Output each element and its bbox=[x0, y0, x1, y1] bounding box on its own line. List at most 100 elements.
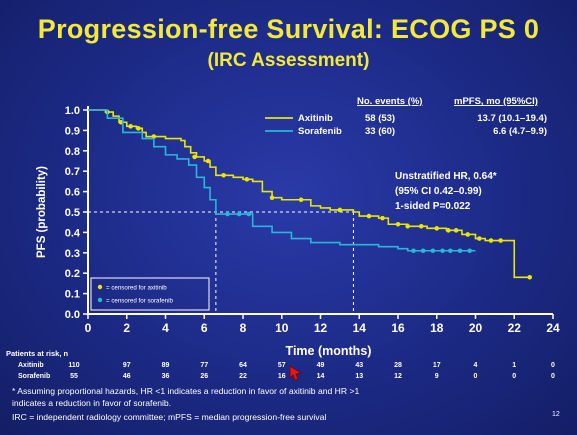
y-tick-label: 0.0 bbox=[65, 309, 80, 321]
at-risk-count: 57 bbox=[277, 362, 286, 369]
x-tick-label: 24 bbox=[546, 321, 560, 335]
at-risk-label: Axitinib bbox=[18, 362, 44, 369]
legend-mpfs-sorafenib: 6.6 (4.7–9.9) bbox=[493, 126, 547, 137]
censor-mark-axitinib bbox=[136, 126, 141, 131]
censor-mark-axitinib bbox=[453, 228, 459, 233]
censor-mark-axitinib bbox=[244, 177, 250, 182]
at-risk-count: 14 bbox=[316, 373, 325, 380]
at-risk-count: 55 bbox=[70, 373, 78, 380]
censor-mark-axitinib bbox=[527, 274, 533, 280]
at-risk-count: 89 bbox=[161, 362, 170, 369]
at-risk-row-axitinib: Axitinib 110 97 89 77 64 57 49 43 28 17 4 1 0 bbox=[0, 362, 577, 372]
hr-annotation-line: Unstratified HR, 0.64* bbox=[395, 171, 497, 182]
legend-events-sorafenib: 33 (60) bbox=[365, 126, 395, 137]
at-risk-count: 13 bbox=[355, 373, 364, 380]
censor-legend-axitinib-text: = censored for axitinib bbox=[106, 285, 167, 292]
y-tick-label: 1.0 bbox=[65, 105, 80, 117]
x-axis-title: Time (months) bbox=[286, 344, 372, 358]
x-tick-label: 4 bbox=[162, 321, 169, 335]
censor-mark-axitinib bbox=[380, 215, 385, 221]
censor-mark-axitinib bbox=[446, 228, 451, 233]
x-tick-label: 16 bbox=[391, 321, 405, 335]
legend-name-axitinib: Axitinib bbox=[298, 113, 333, 124]
censor-mark-sorafenib bbox=[430, 248, 436, 254]
censor-mark-axitinib bbox=[498, 238, 503, 243]
hr-annotation-line: (95% CI 0.42–0.99) bbox=[395, 186, 482, 197]
at-risk-count: 26 bbox=[200, 373, 209, 380]
censor-mark-axitinib bbox=[128, 124, 133, 129]
x-tick-label: 18 bbox=[430, 321, 444, 335]
at-risk-row-sorafenib: Sorafenib 55 46 36 26 22 16 14 13 12 9 0 0 0 bbox=[0, 373, 577, 383]
censor-mark-sorafenib bbox=[457, 248, 463, 254]
y-tick-label: 0.9 bbox=[65, 125, 80, 137]
at-risk-count: 28 bbox=[394, 362, 402, 369]
y-tick-label: 0.6 bbox=[65, 187, 80, 199]
y-tick-label: 0.5 bbox=[65, 207, 80, 219]
censor-mark-axitinib bbox=[205, 158, 211, 164]
censor-mark-axitinib bbox=[298, 197, 304, 203]
at-risk-count: 0 bbox=[551, 373, 555, 380]
at-risk-count: 64 bbox=[239, 362, 247, 369]
legend-header-mpfs: mPFS, mo (95%CI) bbox=[454, 96, 538, 107]
y-tick-label: 0.8 bbox=[65, 146, 80, 158]
x-tick-label: 14 bbox=[353, 321, 367, 335]
at-risk-count: 46 bbox=[122, 373, 131, 380]
y-tick-label: 0.3 bbox=[65, 248, 80, 260]
at-risk-header: Patients at risk, n bbox=[6, 349, 69, 358]
at-risk-count: 9 bbox=[434, 373, 439, 380]
at-risk-count: 0 bbox=[551, 362, 555, 369]
legend-events-axitinib: 58 (53) bbox=[365, 113, 395, 124]
x-tick-label: 20 bbox=[469, 321, 483, 335]
at-risk-count: 110 bbox=[68, 362, 80, 369]
censor-mark-axitinib bbox=[465, 232, 471, 237]
x-tick-label: 22 bbox=[508, 321, 522, 335]
censor-legend-sorafenib-marker bbox=[97, 297, 103, 303]
at-risk-count: 49 bbox=[316, 362, 325, 369]
censor-mark-sorafenib bbox=[225, 211, 230, 217]
x-tick-label: 0 bbox=[85, 321, 92, 335]
footnote-line: * Assuming proportional hazards, HR <1 i… bbox=[12, 386, 360, 396]
at-risk-count: 1 bbox=[512, 362, 517, 369]
at-risk-count: 0 bbox=[473, 373, 478, 380]
pointer-cursor-icon bbox=[289, 365, 303, 381]
at-risk-count: 0 bbox=[512, 373, 517, 380]
at-risk-label: Sorafenib bbox=[18, 373, 51, 380]
x-tick-label: 2 bbox=[123, 321, 130, 335]
slide-title: Progression-free Survival: ECOG PS 0 bbox=[37, 14, 540, 44]
legend-header-events: No. events (%) bbox=[357, 96, 422, 107]
censor-legend-sorafenib-text: = censored for sorafenib bbox=[106, 298, 173, 305]
censor-mark-axitinib bbox=[192, 154, 197, 160]
y-tick-label: 0.1 bbox=[65, 289, 80, 301]
x-tick-label: 6 bbox=[201, 321, 208, 335]
at-risk-count: 12 bbox=[394, 373, 402, 380]
censor-mark-axitinib bbox=[366, 213, 372, 219]
x-tick-label: 8 bbox=[240, 321, 247, 335]
censor-mark-axitinib bbox=[418, 223, 424, 229]
at-risk-count: 77 bbox=[200, 362, 209, 369]
at-risk-count: 97 bbox=[122, 362, 131, 369]
censor-mark-sorafenib bbox=[420, 248, 426, 254]
censor-mark-sorafenib bbox=[440, 248, 445, 254]
censor-mark-axitinib bbox=[488, 238, 494, 243]
censor-mark-axitinib bbox=[269, 195, 275, 201]
censor-mark-axitinib bbox=[337, 207, 343, 213]
slide-subtitle: (IRC Assessment) bbox=[207, 50, 370, 71]
legend-name-sorafenib: Sorafenib bbox=[298, 126, 342, 137]
y-tick-label: 0.2 bbox=[65, 268, 80, 280]
x-tick-label: 12 bbox=[314, 321, 328, 335]
y-tick-label: 0.7 bbox=[65, 166, 80, 178]
at-risk-count: 22 bbox=[239, 373, 247, 380]
at-risk-count: 43 bbox=[355, 362, 364, 369]
footnote-line: indicates a reduction in favor of sorafe… bbox=[12, 398, 172, 408]
at-risk-count: 16 bbox=[277, 373, 286, 380]
censor-mark-axitinib bbox=[395, 221, 401, 227]
hr-annotation-line: 1-sided P=0.022 bbox=[395, 201, 471, 212]
censor-legend-axitinib-marker bbox=[97, 284, 103, 290]
legend-mpfs-axitinib: 13.7 (10.1–19.4) bbox=[477, 113, 547, 124]
censor-mark-sorafenib bbox=[236, 211, 242, 217]
censor-mark-axitinib bbox=[434, 226, 440, 231]
censor-mark-axitinib bbox=[221, 172, 226, 178]
page-number: 12 bbox=[552, 411, 560, 418]
censor-mark-sorafenib bbox=[411, 248, 416, 254]
